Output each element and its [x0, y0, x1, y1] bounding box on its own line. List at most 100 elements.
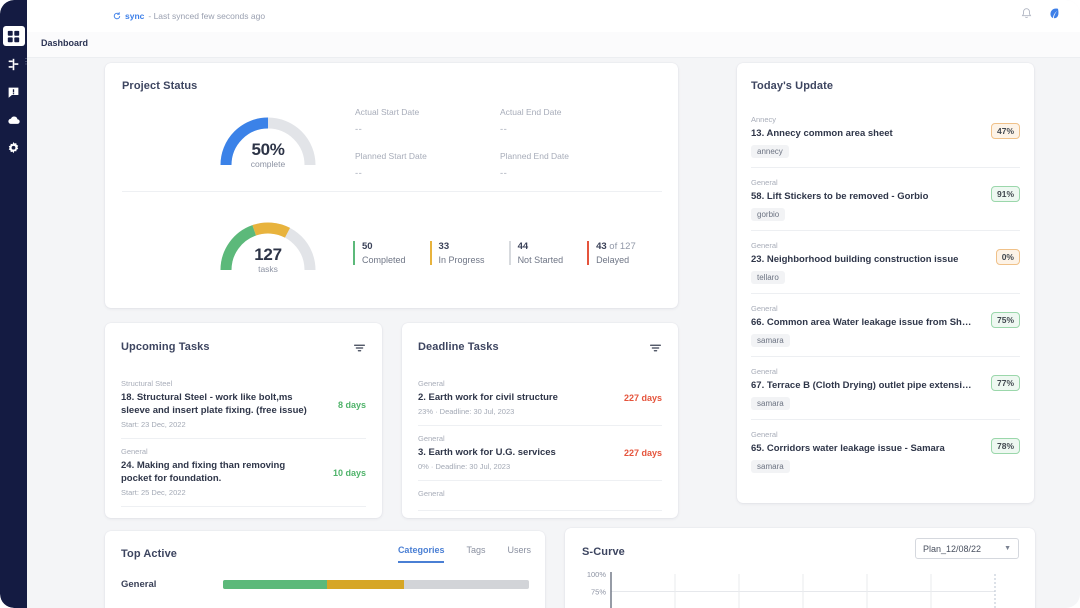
tab-tags[interactable]: Tags	[466, 545, 486, 555]
sync-label: sync	[125, 11, 145, 21]
task-meta: 0% · Deadline: 30 Jul, 2023	[418, 462, 511, 471]
s-curve-plan-value: Plan_12/08/22	[923, 543, 982, 554]
upcoming-tasks-card: Upcoming Tasks Structural Steel 18. Struc…	[105, 323, 382, 518]
task-list-item[interactable]: Structural Steel 18. Structural Steel - w…	[121, 371, 366, 439]
s-curve-title: S-Curve	[582, 546, 625, 558]
breadcrumb-bar: Dashboard	[27, 32, 1080, 58]
tasks-gauge	[220, 222, 316, 271]
sidebar-item-cloud[interactable]	[3, 110, 25, 130]
project-status-title: Project Status	[122, 80, 198, 92]
update-progress-badge: 0%	[995, 249, 1020, 265]
topbar-actions	[1021, 7, 1080, 25]
update-tag: samara	[751, 460, 790, 473]
sync-timestamp: - Last synced few seconds ago	[148, 11, 266, 21]
s-curve-plan-select[interactable]: Plan_12/08/22 ▼	[915, 538, 1019, 559]
segment-in-progress	[327, 580, 404, 589]
update-title: 13. Annecy common area sheet	[751, 128, 893, 139]
project-status-card: Project Status 50% complete Actual Start…	[105, 63, 678, 308]
task-title: 18. Structural Steel - work like bolt,ms…	[121, 392, 307, 416]
project-dates-grid: Actual Start Date -- Actual End Date -- …	[355, 107, 645, 179]
update-title: 65. Corridors water leakage issue - Sama…	[751, 443, 945, 454]
sidebar-more-icon[interactable]: ⋮	[22, 57, 30, 66]
breadcrumb[interactable]: Dashboard	[41, 38, 89, 48]
update-tag: gorbio	[751, 208, 786, 221]
stat-not-started: 44 Not Started	[508, 241, 563, 265]
task-list-item[interactable]: General	[418, 481, 662, 511]
task-days: 227 days	[623, 448, 662, 458]
task-category: General	[418, 489, 445, 498]
s-curve-plot: 100% 75%	[581, 568, 1021, 608]
update-title: 66. Common area Water leakage issue from…	[751, 317, 987, 328]
task-days: 227 days	[623, 393, 662, 403]
tasks-count: 127	[254, 245, 282, 264]
task-title: 2. Earth work for civil structure	[418, 392, 558, 403]
update-tag: annecy	[751, 145, 789, 158]
completion-gauge	[220, 117, 316, 166]
update-progress-badge: 77%	[990, 375, 1020, 391]
tab-categories[interactable]: Categories	[397, 545, 445, 563]
left-sidebar: ⋮	[0, 0, 30, 608]
task-meta: Start: 23 Dec, 2022	[121, 420, 186, 429]
upcoming-task-list: Structural Steel 18. Structural Steel - w…	[121, 371, 366, 518]
sidebar-item-dashboard[interactable]	[2, 26, 25, 46]
deadline-tasks-card: Deadline Tasks General 2. Earth work for …	[402, 323, 678, 518]
top-active-row-label: General	[121, 579, 157, 590]
upcoming-tasks-title: Upcoming Tasks	[121, 341, 210, 353]
dashboard-grid-icon	[7, 30, 20, 42]
divider	[122, 191, 662, 192]
task-list-item[interactable]: General 2. Earth work for civil structure…	[418, 371, 662, 426]
settings-gear-icon	[8, 141, 19, 153]
task-category: General	[418, 434, 445, 443]
update-list-item[interactable]: General 58. Lift Stickers to be removed -…	[751, 168, 1020, 231]
update-category: General	[751, 430, 778, 439]
stat-delayed: 43 of 127 Delayed	[587, 241, 637, 265]
tasks-caption: tasks	[258, 264, 278, 274]
task-days: 10 days	[332, 467, 366, 478]
tab-users[interactable]: Users	[507, 545, 531, 555]
stat-in-progress: 33 In Progress	[429, 241, 485, 265]
update-progress-badge: 78%	[990, 438, 1020, 454]
task-title: 24. Making and fixing than removing pock…	[121, 460, 286, 484]
update-tag: samara	[751, 397, 790, 410]
sync-status[interactable]: sync - Last synced few seconds ago	[113, 11, 265, 21]
sidebar-item-settings[interactable]	[3, 138, 25, 158]
filter-icon[interactable]	[354, 340, 365, 358]
s-curve-chart: 100% 75%	[587, 570, 996, 608]
todays-update-title: Today's Update	[751, 80, 834, 92]
update-category: General	[751, 241, 778, 250]
filter-icon[interactable]	[650, 340, 661, 358]
update-tag: tellaro	[751, 271, 785, 284]
task-category: General	[121, 447, 148, 456]
update-title: 67. Terrace B (Cloth Drying) outlet pipe…	[751, 380, 988, 391]
update-list-item[interactable]: General 23. Neighborhood building constru…	[751, 231, 1020, 294]
meta-planned-end: Planned End Date --	[500, 151, 569, 179]
top-active-progress-bar	[223, 580, 529, 589]
task-stats: 50 Completed 33 In Progress 44 Not Start…	[353, 241, 637, 265]
chevron-down-icon: ▼	[1004, 545, 1011, 552]
task-list-item[interactable]: General 3. Earth work for U.G. services 0%…	[418, 426, 662, 481]
meta-actual-end: Actual End Date --	[500, 107, 562, 135]
todays-update-card: Today's Update Annecy 13. Annecy common a…	[737, 63, 1034, 503]
update-tag: samara	[751, 334, 790, 347]
update-list-item[interactable]: Annecy 13. Annecy common area sheet annecy…	[751, 105, 1020, 168]
sidebar-item-hierarchy[interactable]	[3, 54, 25, 74]
task-list-item[interactable]: General 24. Making and fixing than removi…	[121, 439, 366, 507]
cloud-icon	[7, 116, 20, 124]
top-bar: sync - Last synced few seconds ago	[27, 0, 1080, 32]
update-list-item[interactable]: General 65. Corridors water leakage issue…	[751, 420, 1020, 482]
s-curve-card: S-Curve Plan_12/08/22 ▼ 100% 75%	[565, 528, 1035, 608]
issue-message-icon	[8, 87, 19, 98]
top-active-card: Top Active Categories Tags Users General…	[105, 531, 545, 608]
update-list-item[interactable]: General 67. Terrace B (Cloth Drying) outl…	[751, 357, 1020, 420]
sidebar-item-issues[interactable]	[3, 82, 25, 102]
avatar-icon[interactable]	[1048, 7, 1060, 25]
deadline-task-list: General 2. Earth work for civil structure…	[418, 371, 662, 518]
bell-icon[interactable]	[1021, 7, 1032, 25]
update-list-item[interactable]: General 66. Common area Water leakage iss…	[751, 294, 1020, 357]
dashboard-content: Project Status 50% complete Actual Start…	[27, 58, 1080, 608]
task-title: 3. Earth work for U.G. services	[418, 447, 556, 458]
top-active-tabs: Categories Tags Users	[397, 545, 531, 563]
update-category: General	[751, 178, 778, 187]
update-progress-badge: 75%	[990, 312, 1020, 328]
update-category: Annecy	[751, 115, 777, 124]
